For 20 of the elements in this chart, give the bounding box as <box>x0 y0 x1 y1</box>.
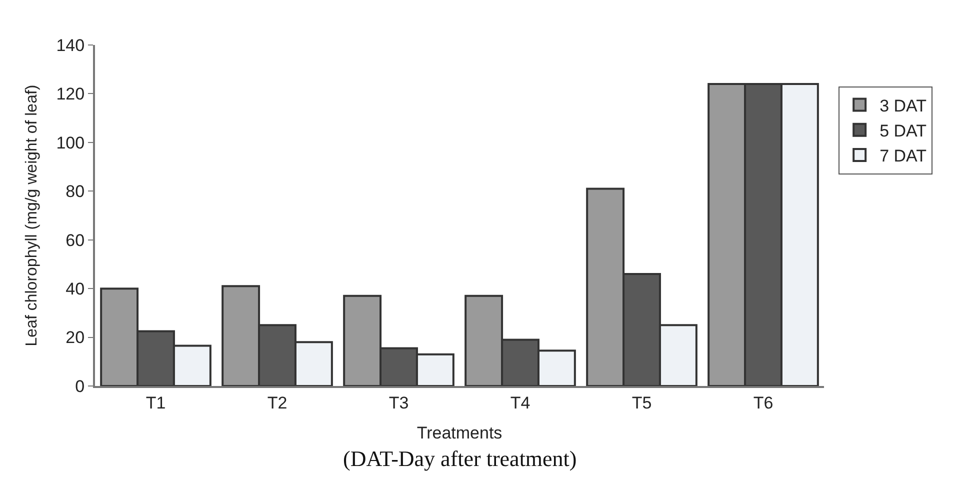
x-tick-label: T6 <box>753 393 774 412</box>
x-axis-title: Treatments <box>416 423 502 442</box>
x-tick-label: T4 <box>510 393 530 412</box>
x-tick-label: T3 <box>388 393 409 412</box>
text: (DAT-Day after treatment) <box>343 446 577 471</box>
legend-label: 5 DAT <box>880 122 926 141</box>
y-axis-title: Leaf chlorophyll (mg/g weight of leaf) <box>24 84 41 346</box>
x-tick-label: T5 <box>632 393 652 412</box>
legend-label: 7 DAT <box>880 146 926 166</box>
y-tick-label: 100 <box>56 133 85 152</box>
y-tick-label: 40 <box>66 280 85 299</box>
y-tick-label: 60 <box>66 230 85 250</box>
y-tick-label: 140 <box>56 36 85 55</box>
y-tick-label: 80 <box>66 182 85 202</box>
y-tick-label: 120 <box>56 84 85 104</box>
y-tick-label: 20 <box>66 328 85 348</box>
y-tick-label: 0 <box>75 376 85 396</box>
x-tick-label: T2 <box>267 393 288 412</box>
legend-label: 3 DAT <box>880 96 926 116</box>
x-tick-label: T1 <box>146 393 166 412</box>
